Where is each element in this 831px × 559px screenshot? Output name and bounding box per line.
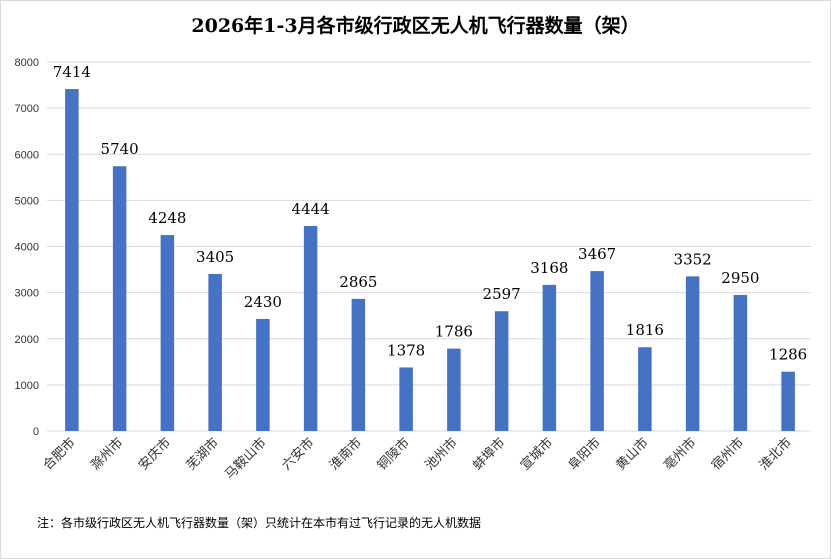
data-label: 5740 (101, 140, 139, 158)
bar (733, 294, 748, 431)
y-tick-label: 0 (33, 426, 39, 438)
category-label: 滁州市 (88, 435, 127, 474)
x-axis-labels: 合肥市 滁州市 安庆市 芜湖市 马鞍山市 六安市 淮南市 铜陵市 池州市 蚌埠市 宣城市 阜阳市 黄山市… (40, 435, 795, 483)
category-label: 池州市 (422, 435, 461, 474)
data-label: 7414 (53, 63, 91, 81)
bar (351, 298, 366, 431)
bar (685, 276, 700, 431)
category-label: 阜阳市 (565, 435, 604, 474)
data-label: 4444 (292, 200, 330, 218)
category-label: 蚌埠市 (470, 435, 509, 474)
category-label: 淮北市 (756, 435, 795, 474)
footnote: 注：各市级行政区无人机飞行器数量（架）只统计在本市有过飞行记录的无人机数据 (37, 516, 482, 530)
y-tick-label: 1000 (15, 380, 39, 392)
bar (638, 347, 652, 431)
data-label: 3352 (674, 250, 712, 268)
bar (65, 89, 79, 432)
data-label: 2597 (483, 285, 521, 303)
data-label: 1816 (626, 321, 664, 339)
bar (160, 235, 175, 431)
chart-title: 2026年1-3月各市级行政区无人机飞行器数量（架） (191, 15, 640, 37)
y-tick-label: 6000 (15, 149, 39, 161)
data-label: 4248 (148, 209, 186, 227)
category-label: 黄山市 (613, 435, 652, 474)
data-label: 3168 (530, 259, 568, 277)
data-label: 1378 (387, 341, 425, 359)
y-tick-label: 4000 (15, 242, 39, 254)
y-axis-ticks: 0 1000 2000 3000 4000 5000 6000 7000 8000 (15, 57, 39, 438)
bar (303, 226, 318, 431)
bar (208, 273, 222, 431)
y-tick-label: 5000 (15, 195, 39, 207)
bar (112, 166, 127, 431)
bars (65, 89, 795, 432)
category-label: 铜陵市 (374, 435, 413, 474)
data-label: 2430 (244, 293, 282, 311)
data-label: 2950 (721, 269, 759, 287)
data-label: 3405 (196, 248, 234, 266)
data-labels: 7414 5740 4248 3405 2430 4444 2865 1378 1786 2597… (53, 63, 807, 364)
category-label: 安庆市 (135, 435, 174, 474)
y-tick-label: 2000 (15, 334, 39, 346)
bar (590, 271, 604, 431)
data-label: 1286 (769, 346, 807, 364)
category-label: 马鞍山市 (222, 435, 270, 483)
category-label: 合肥市 (40, 435, 79, 474)
category-label: 六安市 (279, 435, 318, 474)
bar (781, 371, 795, 431)
bar (447, 348, 461, 431)
category-label: 宣城市 (517, 435, 556, 474)
bar (256, 318, 270, 431)
y-tick-label: 3000 (15, 288, 39, 300)
category-label: 亳州市 (661, 435, 700, 474)
category-label: 宿州市 (708, 435, 747, 474)
y-tick-label: 7000 (15, 103, 39, 115)
y-tick-label: 8000 (15, 57, 39, 69)
data-label: 2865 (339, 273, 377, 291)
category-label: 淮南市 (326, 435, 365, 474)
gridlines (47, 61, 811, 432)
bar (399, 367, 413, 431)
category-label: 芜湖市 (183, 435, 222, 474)
bar (494, 311, 509, 431)
data-label: 1786 (435, 323, 473, 341)
bar (542, 284, 557, 431)
data-label: 3467 (578, 245, 616, 263)
